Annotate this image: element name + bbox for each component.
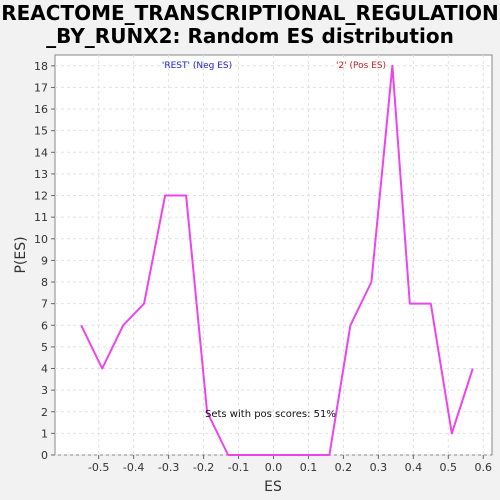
x-tick-label: -0.1 <box>228 461 249 474</box>
series-line <box>80 64 474 456</box>
x-tick-label: 0.1 <box>300 461 318 474</box>
neg-es-label: 'REST' (Neg ES) <box>162 61 232 71</box>
chart-title-line-2: _BY_RUNX2: Random ES distribution <box>46 24 454 48</box>
y-tick-label: 16 <box>34 103 48 116</box>
y-tick-label: 1 <box>41 427 48 440</box>
y-tick-label: 0 <box>41 449 48 462</box>
y-tick-label: 9 <box>41 254 48 267</box>
x-tick-label: 0.5 <box>440 461 458 474</box>
x-axis-ticks: -0.5 -0.4 -0.3 -0.2 -0.1 0.0 0.1 0.2 0.3 0.4 0.5 0.… <box>88 455 492 474</box>
y-tick-label: 6 <box>41 319 48 332</box>
x-tick-label: 0.4 <box>405 461 423 474</box>
grid-lines <box>55 55 492 456</box>
x-tick-label: 0.0 <box>265 461 283 474</box>
x-tick-label: 0.3 <box>370 461 388 474</box>
y-tick-label: 14 <box>34 146 48 159</box>
y-tick-label: 18 <box>34 60 48 73</box>
y-tick-label: 7 <box>41 298 48 311</box>
chart-title-line-1: REACTOME_TRANSCRIPTIONAL_REGULATION <box>1 1 499 25</box>
y-tick-label: 3 <box>41 384 48 397</box>
x-tick-label: -0.2 <box>193 461 214 474</box>
pos-es-label: '2' (Pos ES) <box>336 61 386 71</box>
y-tick-label: 2 <box>41 406 48 419</box>
y-tick-label: 12 <box>34 190 48 203</box>
y-tick-label: 17 <box>34 81 48 94</box>
y-tick-label: 5 <box>41 341 48 354</box>
y-tick-label: 10 <box>34 233 48 246</box>
y-axis-label: P(ES) <box>13 236 29 273</box>
x-tick-label: 0.2 <box>335 461 353 474</box>
x-tick-label: -0.3 <box>158 461 179 474</box>
y-tick-label: 15 <box>34 125 48 138</box>
y-tick-label: 4 <box>41 363 48 376</box>
x-axis-label: ES <box>264 479 282 495</box>
x-tick-label: -0.5 <box>88 461 109 474</box>
y-tick-label: 13 <box>34 168 48 181</box>
y-tick-label: 8 <box>41 276 48 289</box>
pos-score-note: Sets with pos scores: 51% <box>205 409 336 420</box>
x-tick-label: 0.6 <box>475 461 493 474</box>
x-tick-label: -0.4 <box>123 461 144 474</box>
y-tick-label: 11 <box>34 211 48 224</box>
